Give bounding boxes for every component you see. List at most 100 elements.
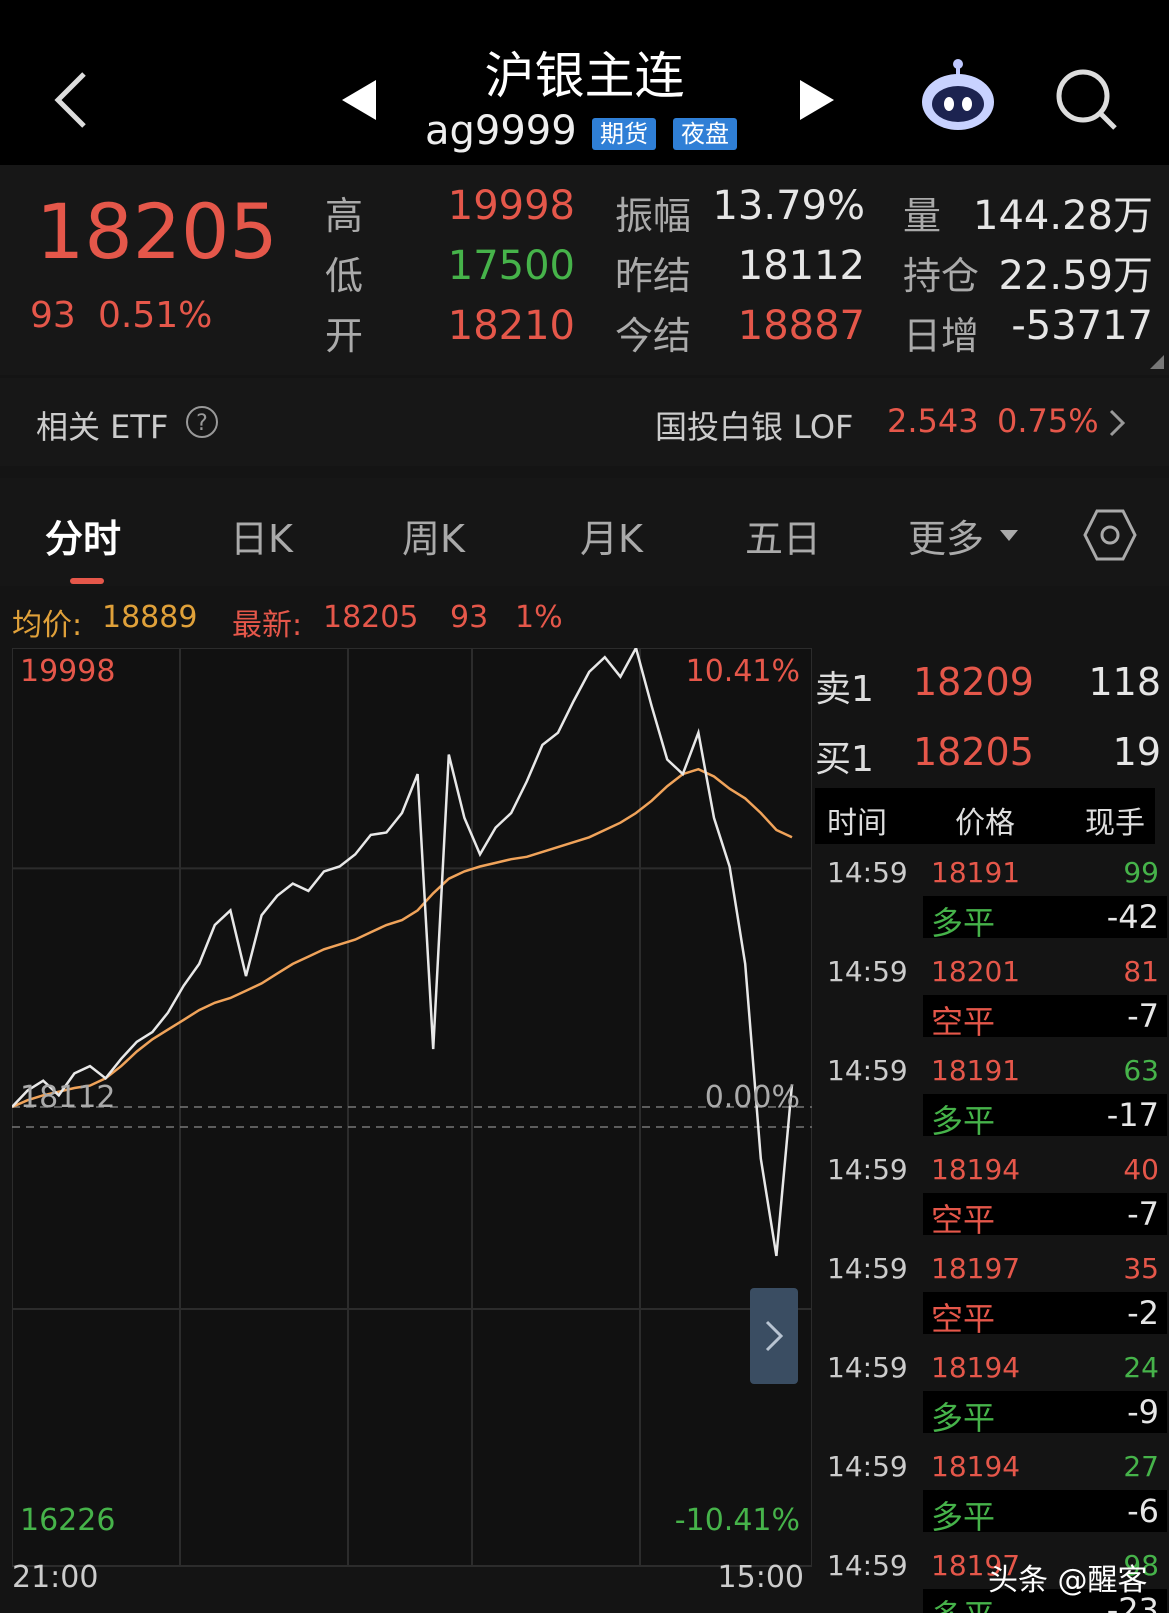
etf-percent: 0.75% [997,402,1099,440]
trade-row: 14:59 18197 35 空平 -2 [815,1244,1169,1340]
settle-label: 今结 [615,314,692,358]
back-icon[interactable] [50,70,90,130]
amplitude-label: 振幅 [615,194,692,238]
trade-row: 14:59 18197 98 多平 -23 [815,1541,1169,1613]
trade-header-row: 时间 价格 现手 [815,788,1155,844]
trade-time: 14:59 [827,1153,908,1186]
trade-oi-change: -23 [1106,1591,1159,1613]
trade-row: 14:59 18191 63 多平 -17 [815,1046,1169,1142]
latest-label: 最新: [232,608,303,643]
bid-volume: 19 [1112,730,1161,774]
help-icon[interactable]: ? [185,405,219,439]
futures-tag: 期货 [592,118,656,150]
latest-value: 18205 [323,600,419,635]
high-value: 19998 [447,183,575,229]
trade-oi-change: -7 [1127,997,1159,1035]
trade-row: 14:59 18194 24 多平 -9 [815,1343,1169,1439]
trade-volume: 24 [1123,1351,1159,1384]
header-volume: 现手 [1085,806,1145,841]
trade-volume: 35 [1123,1252,1159,1285]
chart-tabs: 分时 日K 周K 月K 五日 更多 [0,478,1169,586]
trade-oi-change: -9 [1127,1393,1159,1431]
trade-type: 多平 [931,1102,996,1140]
trade-type: 多平 [931,904,996,942]
search-icon[interactable] [1055,68,1119,132]
pct-axis-max: 10.41% [685,654,800,689]
intraday-chart[interactable]: 19998 10.41% 18112 0.00% 16226 -10.41% 2… [11,644,813,1598]
tab-daily-k[interactable]: 日K [230,517,293,561]
trade-row: 14:59 18194 40 空平 -7 [815,1145,1169,1241]
low-label: 低 [325,254,364,298]
trade-time: 14:59 [827,955,908,988]
latest-percent: 1% [515,600,563,635]
y-axis-mid: 18112 [20,1080,116,1115]
tab-intraday[interactable]: 分时 [45,517,122,561]
tab-more[interactable]: 更多 [908,517,985,561]
trade-price: 18194 [931,1153,1021,1186]
trade-time: 14:59 [827,1351,908,1384]
volume-label: 量 [903,194,942,238]
trade-type: 空平 [931,1003,996,1041]
trade-oi-change: -17 [1106,1096,1159,1134]
related-etf-label: 相关 ETF [36,408,169,446]
instrument-title: 沪银主连 [484,47,685,105]
open-interest-label: 持仓 [903,254,980,298]
bid-price: 18205 [913,730,1034,774]
trade-time: 14:59 [827,1252,908,1285]
trade-type-bar [923,995,1167,1037]
order-book-panel: 卖1 18209 118 买1 18205 19 时间 价格 现手 14:59 1… [815,648,1169,1613]
trade-price: 18191 [931,1054,1021,1087]
quote-panel: 18205 93 0.51% 高 19998 振幅 13.79% 量 144.2… [0,165,1169,375]
robot-assistant-icon[interactable] [918,58,998,138]
tab-monthly-k[interactable]: 月K [580,517,643,561]
trade-type: 多平 [931,1399,996,1437]
tab-weekly-k[interactable]: 周K [402,517,465,561]
ask-label: 卖1 [815,669,874,710]
low-value: 17500 [447,243,575,289]
trade-type: 多平 [931,1498,996,1536]
prev-arrow-icon[interactable] [340,78,380,122]
trade-price: 18197 [931,1549,1021,1582]
trade-price: 18194 [931,1450,1021,1483]
trade-volume: 40 [1123,1153,1159,1186]
trade-volume: 27 [1123,1450,1159,1483]
y-axis-max: 19998 [20,654,116,689]
chart-canvas [11,644,813,1567]
avg-price-value: 18889 [102,600,198,635]
active-tab-indicator [70,578,104,584]
tab-five-day[interactable]: 五日 [745,517,822,561]
trade-type-bar [923,1490,1167,1532]
next-arrow-icon[interactable] [796,78,836,122]
trade-type-bar [923,1391,1167,1433]
avg-price-label: 均价: [12,608,83,643]
trade-type: 多平 [931,1591,995,1613]
trade-time: 14:59 [827,1450,908,1483]
daily-increase-label: 日增 [903,314,980,358]
header-price: 价格 [955,806,1015,841]
ask-volume: 118 [1088,660,1161,704]
trade-volume: 81 [1123,955,1159,988]
trade-type-bar [923,1292,1167,1334]
related-etf-row[interactable]: 相关 ETF ? 国投白银 LOF 2.543 0.75% [0,378,1169,466]
price-line [11,644,794,1257]
y-axis-min: 16226 [20,1503,116,1538]
settings-hexagon-icon[interactable] [1083,508,1137,562]
etf-name: 国投白银 LOF [655,408,854,446]
high-label: 高 [325,194,364,238]
latest-change: 93 [450,600,489,635]
trade-price: 18194 [931,1351,1021,1384]
top-bar: 沪银主连 ag9999 期货 夜盘 [0,0,1169,165]
pct-axis-min: -10.41% [674,1503,800,1538]
chevron-right-icon [765,1320,784,1352]
bid-label: 买1 [815,739,874,780]
chart-grid [12,648,812,1566]
instrument-code: ag9999 [425,108,577,154]
trade-oi-change: -7 [1127,1195,1159,1233]
avg-price-line [11,767,793,1109]
trade-type-bar [923,896,1167,938]
expand-panel-button[interactable] [750,1288,798,1384]
svg-text:?: ? [196,411,208,436]
trade-oi-change: -6 [1127,1492,1159,1530]
trade-type-bar [923,1094,1167,1136]
trade-list[interactable]: 14:59 18191 99 多平 -42 14:59 18201 81 空平 -7 14:59 18… [815,848,1169,1613]
